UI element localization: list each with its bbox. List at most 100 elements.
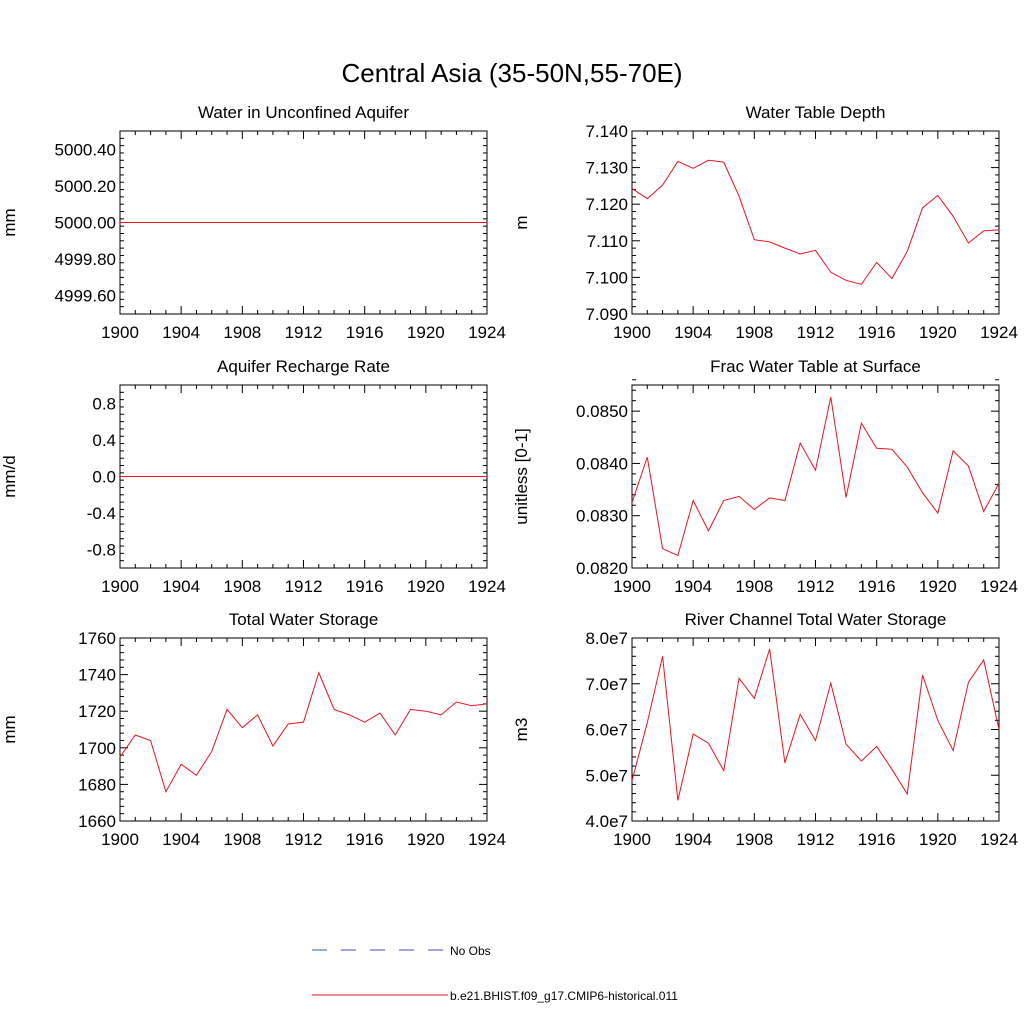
x-tick-label: 1924	[468, 577, 506, 596]
y-tick-label: 7.140	[585, 122, 628, 141]
panel-recharge-rate: Aquifer Recharge Rate mm/d 1900 1904 1908 191…	[0, 357, 506, 596]
series-line-water-table-depth	[631, 159, 1000, 285]
y-tick-label: 0.0840	[576, 454, 628, 473]
x-tick-label: 1908	[735, 577, 773, 596]
panel-river-channel-storage: River Channel Total Water Storage m3 1900 1…	[512, 610, 1018, 849]
y-tick-label: 0.0820	[576, 559, 628, 578]
y-tick-label: 5000.40	[55, 140, 116, 159]
x-tick-label: 1912	[285, 830, 323, 849]
y-tick-label: 0.4	[92, 431, 116, 450]
y-tick-label: 6.0e7	[585, 721, 628, 740]
panel-title: Water in Unconfined Aquifer	[198, 103, 409, 122]
legend: No Obs b.e21.BHIST.f09_g17.CMIP6-histori…	[312, 944, 678, 1003]
y-axis-label: mm	[0, 208, 19, 236]
x-tick-label: 1900	[613, 830, 651, 849]
x-tick-label: 1908	[223, 323, 261, 342]
series-line-river-channel-storage	[631, 648, 1000, 801]
panels: Water in Unconfined Aquifer mm 1900 1904 190…	[0, 103, 1018, 849]
plot-frame	[631, 384, 1000, 569]
y-tick-label: 7.130	[585, 159, 628, 178]
x-tick-label: 1908	[735, 323, 773, 342]
y-tick-label: 1760	[78, 629, 116, 648]
figure-title: Central Asia (35-50N,55-70E)	[341, 58, 682, 88]
y-tick-label: 5000.00	[55, 214, 116, 233]
y-tick-label: 7.110	[587, 232, 628, 251]
panel-total-water-storage: Total Water Storage mm 1900 1904 1908 1912 191…	[0, 610, 506, 849]
x-tick-label: 1920	[407, 323, 445, 342]
panel-title: Aquifer Recharge Rate	[217, 357, 390, 376]
y-axis-label: m	[512, 215, 531, 229]
x-tick-label: 1912	[797, 830, 835, 849]
panel-title: Total Water Storage	[229, 610, 379, 629]
x-tick-label: 1916	[346, 830, 384, 849]
x-tick-label: 1920	[407, 577, 445, 596]
y-tick-label: 1660	[78, 812, 116, 831]
panel-water-table-depth: Water Table Depth m 1900 1904 1908 1912 1916 19…	[512, 103, 1018, 342]
x-tick-label: 1924	[980, 577, 1018, 596]
y-tick-label: 8.0e7	[585, 629, 628, 648]
x-tick-label: 1900	[101, 577, 139, 596]
x-tick-label: 1912	[797, 577, 835, 596]
y-tick-label: 4999.80	[55, 250, 116, 269]
x-tick-label: 1920	[919, 830, 957, 849]
y-tick-label: 5.0e7	[585, 766, 628, 785]
y-tick-label: 0.0830	[576, 507, 628, 526]
plot-frame	[119, 637, 488, 822]
y-tick-label: -0.4	[87, 504, 116, 523]
panel-frac-water-table: Frac Water Table at Surface unitless [0-1…	[512, 357, 1018, 596]
x-tick-label: 1924	[980, 830, 1018, 849]
x-tick-label: 1916	[858, 830, 896, 849]
x-tick-label: 1912	[797, 323, 835, 342]
x-tick-label: 1904	[674, 323, 712, 342]
y-tick-label: 0.0	[92, 468, 116, 487]
x-tick-label: 1916	[346, 323, 384, 342]
y-tick-label: -0.8	[87, 541, 116, 560]
x-tick-label: 1920	[919, 323, 957, 342]
x-tick-label: 1916	[858, 577, 896, 596]
legend-label-no-obs: No Obs	[450, 944, 491, 958]
y-tick-label: 7.0e7	[585, 675, 628, 694]
x-tick-label: 1912	[285, 323, 323, 342]
y-axis-label: mm	[0, 715, 19, 743]
y-axis-label: mm/d	[0, 455, 19, 498]
y-tick-label: 1720	[78, 702, 116, 721]
series-line-frac-water-table	[631, 396, 1000, 557]
plot-frame	[631, 637, 1000, 822]
x-tick-label: 1904	[162, 323, 200, 342]
y-tick-label: 7.120	[585, 195, 628, 214]
y-tick-label: 1740	[78, 666, 116, 685]
x-tick-label: 1924	[468, 323, 506, 342]
x-tick-label: 1924	[468, 830, 506, 849]
legend-label-model: b.e21.BHIST.f09_g17.CMIP6-historical.011	[450, 989, 678, 1003]
x-tick-label: 1904	[162, 830, 200, 849]
x-tick-label: 1904	[674, 830, 712, 849]
x-tick-label: 1904	[674, 577, 712, 596]
x-tick-label: 1900	[101, 323, 139, 342]
x-tick-label: 1920	[919, 577, 957, 596]
x-tick-label: 1916	[858, 323, 896, 342]
x-tick-label: 1912	[285, 577, 323, 596]
panel-title: Water Table Depth	[746, 103, 886, 122]
x-tick-label: 1908	[735, 830, 773, 849]
y-tick-label: 0.0850	[576, 402, 628, 421]
y-axis-label: unitless [0-1]	[512, 428, 531, 524]
y-tick-label: 4999.60	[55, 287, 116, 306]
y-tick-label: 1700	[78, 739, 116, 758]
y-tick-label: 0.8	[92, 394, 116, 413]
x-tick-label: 1900	[613, 577, 651, 596]
y-tick-label: 7.100	[585, 268, 628, 287]
x-tick-label: 1900	[613, 323, 651, 342]
x-tick-label: 1900	[101, 830, 139, 849]
y-tick-label: 5000.20	[55, 177, 116, 196]
y-tick-label: 4.0e7	[585, 812, 628, 831]
panel-title: Frac Water Table at Surface	[710, 357, 921, 376]
y-tick-label: 7.090	[585, 305, 628, 324]
y-tick-label: 1680	[78, 775, 116, 794]
panel-title: River Channel Total Water Storage	[685, 610, 947, 629]
y-axis-label: m3	[512, 718, 531, 742]
x-tick-label: 1908	[223, 577, 261, 596]
x-tick-label: 1916	[346, 577, 384, 596]
panel-aquifer-water: Water in Unconfined Aquifer mm 1900 1904 190…	[0, 103, 506, 342]
series-line-total-water-storage	[119, 671, 488, 793]
